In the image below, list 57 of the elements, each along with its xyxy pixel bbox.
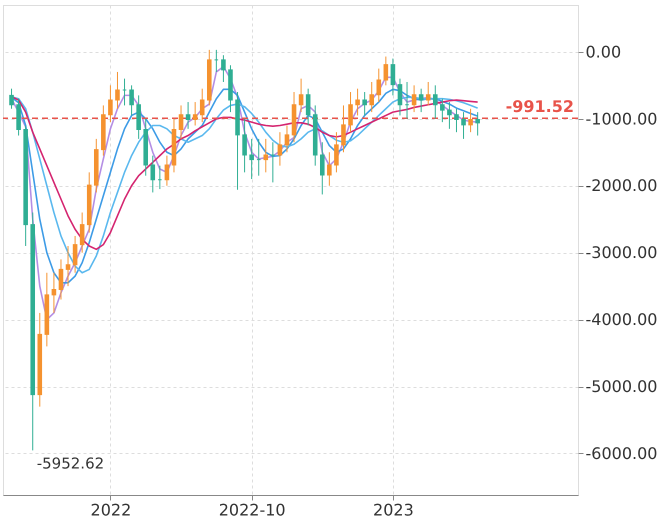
candlestick	[369, 81, 374, 113]
x-tick-label: 2023	[373, 500, 414, 520]
x-tick-label: 2022	[90, 500, 132, 520]
y-tick-label: -6000.00	[586, 444, 658, 463]
candlestick	[58, 258, 64, 300]
y-tick-label: -4000.00	[586, 310, 658, 330]
candlestick	[221, 54, 226, 82]
y-tick-label: 0.00	[586, 42, 622, 62]
candlestick	[418, 88, 424, 113]
candlestick	[284, 124, 290, 153]
candlestick	[390, 58, 396, 96]
candlestick	[355, 88, 360, 116]
candlestick	[334, 132, 339, 173]
candlestick	[454, 108, 459, 133]
annotation: -5952.62	[36, 454, 104, 472]
x-tick-label: 2022-10	[218, 500, 286, 520]
y-tick-label: -3000.00	[586, 243, 658, 262]
candlestick	[475, 112, 480, 136]
ref-line-label: -991.52	[506, 97, 574, 116]
candlestick	[115, 71, 120, 110]
candlestick	[66, 245, 70, 287]
candlestick	[432, 84, 438, 120]
y-tick-label: -5000.00	[586, 377, 658, 396]
candlestick	[242, 118, 247, 173]
candlestick	[426, 81, 431, 106]
y-tick-label: -1000.00	[586, 109, 658, 128]
candlestick	[178, 104, 184, 140]
candlestick	[9, 88, 14, 110]
candlestick	[80, 212, 84, 254]
candlestick	[263, 138, 268, 173]
candlestick	[72, 235, 78, 274]
candlestick	[320, 142, 325, 195]
y-tick-label: -2000.00	[586, 176, 658, 196]
candlestick	[52, 272, 56, 314]
candlestick	[440, 98, 445, 123]
candlestick	[200, 88, 205, 123]
candlestick	[376, 68, 382, 103]
candlestick	[468, 108, 473, 133]
candlestick	[164, 155, 170, 186]
candlestick	[398, 78, 402, 116]
candlestick	[447, 102, 452, 130]
candlestick	[327, 152, 332, 186]
candlestick	[341, 104, 346, 153]
candlestick	[108, 84, 113, 123]
candlestick	[348, 92, 353, 133]
candlestick	[192, 102, 198, 126]
candlestick	[278, 132, 282, 166]
candlestick	[412, 84, 416, 113]
candlestick	[129, 84, 134, 116]
candlestick	[461, 112, 466, 140]
candlestick	[186, 102, 190, 130]
candlestick	[249, 138, 254, 180]
candlestick	[384, 56, 388, 86]
candlestick	[298, 78, 304, 113]
candlestick	[306, 88, 310, 126]
candlestick	[362, 92, 367, 116]
candlestick	[150, 155, 156, 193]
